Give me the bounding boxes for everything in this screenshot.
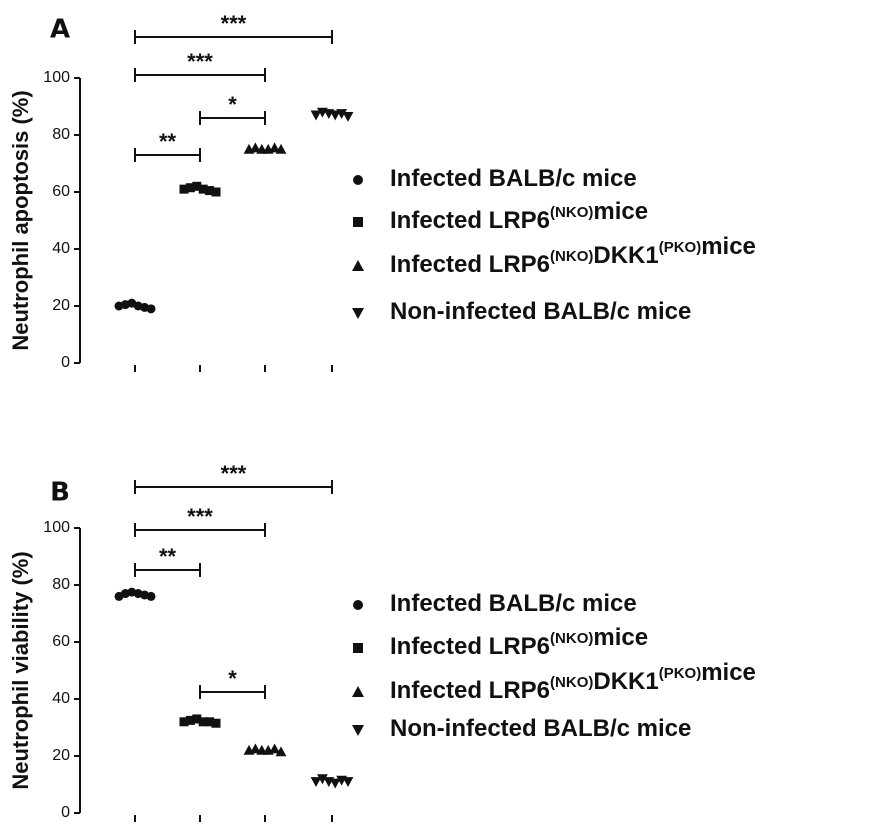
dot [192, 181, 202, 191]
significance-label: * [228, 666, 237, 691]
dot [310, 110, 322, 121]
dot [310, 777, 322, 788]
panel-letter: A [50, 15, 70, 45]
dot [342, 777, 354, 788]
y-tick-label: 0 [61, 354, 70, 371]
significance-label: *** [221, 11, 247, 36]
dot [185, 183, 195, 193]
dot [198, 717, 208, 727]
y-tick-label: 80 [52, 576, 70, 593]
panel-letter: B [50, 478, 70, 508]
panel: A Neutrophil apoptosis (%) 0 20 40 60 80 100 Inf… [8, 11, 756, 372]
legend-text-part: mice [593, 624, 648, 651]
dot [353, 175, 363, 185]
dot [211, 718, 221, 728]
legend-text-part: Non-infected BALB/c mice [390, 298, 691, 325]
legend-text-part: DKK1 [593, 668, 658, 695]
y-tick-label: 60 [52, 183, 70, 200]
y-tick-label: 20 [52, 747, 70, 764]
legend-text-part: (NKO) [550, 248, 593, 265]
legend-text-part: (PKO) [659, 665, 702, 682]
legend-text-part: mice [593, 198, 648, 225]
y-tick-label: 40 [52, 690, 70, 707]
legend-text-part: Non-infected BALB/c mice [390, 715, 691, 742]
dot [336, 109, 347, 120]
y-axis-label: Neutrophil viability (%) [8, 551, 33, 789]
dot [211, 187, 221, 197]
dot [185, 715, 195, 725]
dot [342, 111, 354, 122]
legend-text-part: Infected BALB/c mice [390, 165, 637, 192]
y-tick-label: 100 [43, 69, 70, 86]
dot [192, 714, 202, 724]
y-tick-label: 0 [61, 804, 70, 821]
legend-text-part: Infected LRP6 [390, 251, 550, 278]
significance-label: ** [159, 544, 177, 569]
legend-label: Infected BALB/c mice [390, 590, 637, 617]
dot [250, 142, 261, 153]
y-tick-label: 80 [52, 126, 70, 143]
legend-label: Infected LRP6(NKO)DKK1(PKO)mice [390, 659, 756, 704]
legend-text-part: Infected LRP6 [390, 633, 550, 660]
dot [353, 217, 363, 227]
dot [317, 774, 328, 785]
y-axis-label: Neutrophil apoptosis (%) [8, 90, 33, 350]
dot [275, 143, 287, 154]
legend-text-part: DKK1 [593, 242, 658, 269]
dot [269, 743, 280, 754]
dot [179, 717, 189, 727]
dot [250, 743, 261, 754]
dot [329, 778, 341, 789]
legend-label: Infected LRP6(NKO)DKK1(PKO)mice [390, 233, 756, 278]
legend-text-part: (NKO) [550, 204, 593, 221]
legend-label: Infected LRP6(NKO)mice [390, 624, 648, 660]
dot [352, 260, 364, 271]
significance-label: ** [159, 129, 177, 154]
legend-label: Non-infected BALB/c mice [390, 715, 691, 742]
legend-label: Non-infected BALB/c mice [390, 298, 691, 325]
legend-text-part: Infected BALB/c mice [390, 590, 637, 617]
dot [353, 643, 363, 653]
legend-text-part: mice [701, 233, 756, 260]
legend-label: Infected BALB/c mice [390, 165, 637, 192]
significance-label: *** [187, 49, 213, 74]
legend-text-part: Infected LRP6 [390, 677, 550, 704]
dot [352, 725, 364, 736]
dot [275, 746, 287, 757]
dot [353, 600, 363, 610]
y-tick-label: 40 [52, 240, 70, 257]
dot [146, 591, 156, 601]
dot [205, 186, 215, 196]
dot [146, 304, 156, 314]
dot [179, 184, 189, 194]
significance-label: * [228, 92, 237, 117]
dot [329, 110, 341, 121]
panel: B Neutrophil viability (%) 0 20 40 60 80 100 Inf… [8, 461, 756, 822]
significance-label: *** [221, 461, 247, 486]
y-tick-label: 20 [52, 297, 70, 314]
legend-text-part: (NKO) [550, 674, 593, 691]
y-tick-label: 100 [43, 519, 70, 536]
dot [352, 686, 364, 697]
dot [352, 308, 364, 319]
legend-text-part: (NKO) [550, 630, 593, 647]
dot [198, 184, 208, 194]
legend-text-part: mice [701, 659, 756, 686]
y-tick-label: 60 [52, 633, 70, 650]
dot [205, 717, 215, 727]
significance-label: *** [187, 504, 213, 529]
legend-text-part: Infected LRP6 [390, 207, 550, 234]
legend-label: Infected LRP6(NKO)mice [390, 198, 648, 234]
legend-text-part: (PKO) [659, 239, 702, 256]
dot [269, 142, 280, 153]
